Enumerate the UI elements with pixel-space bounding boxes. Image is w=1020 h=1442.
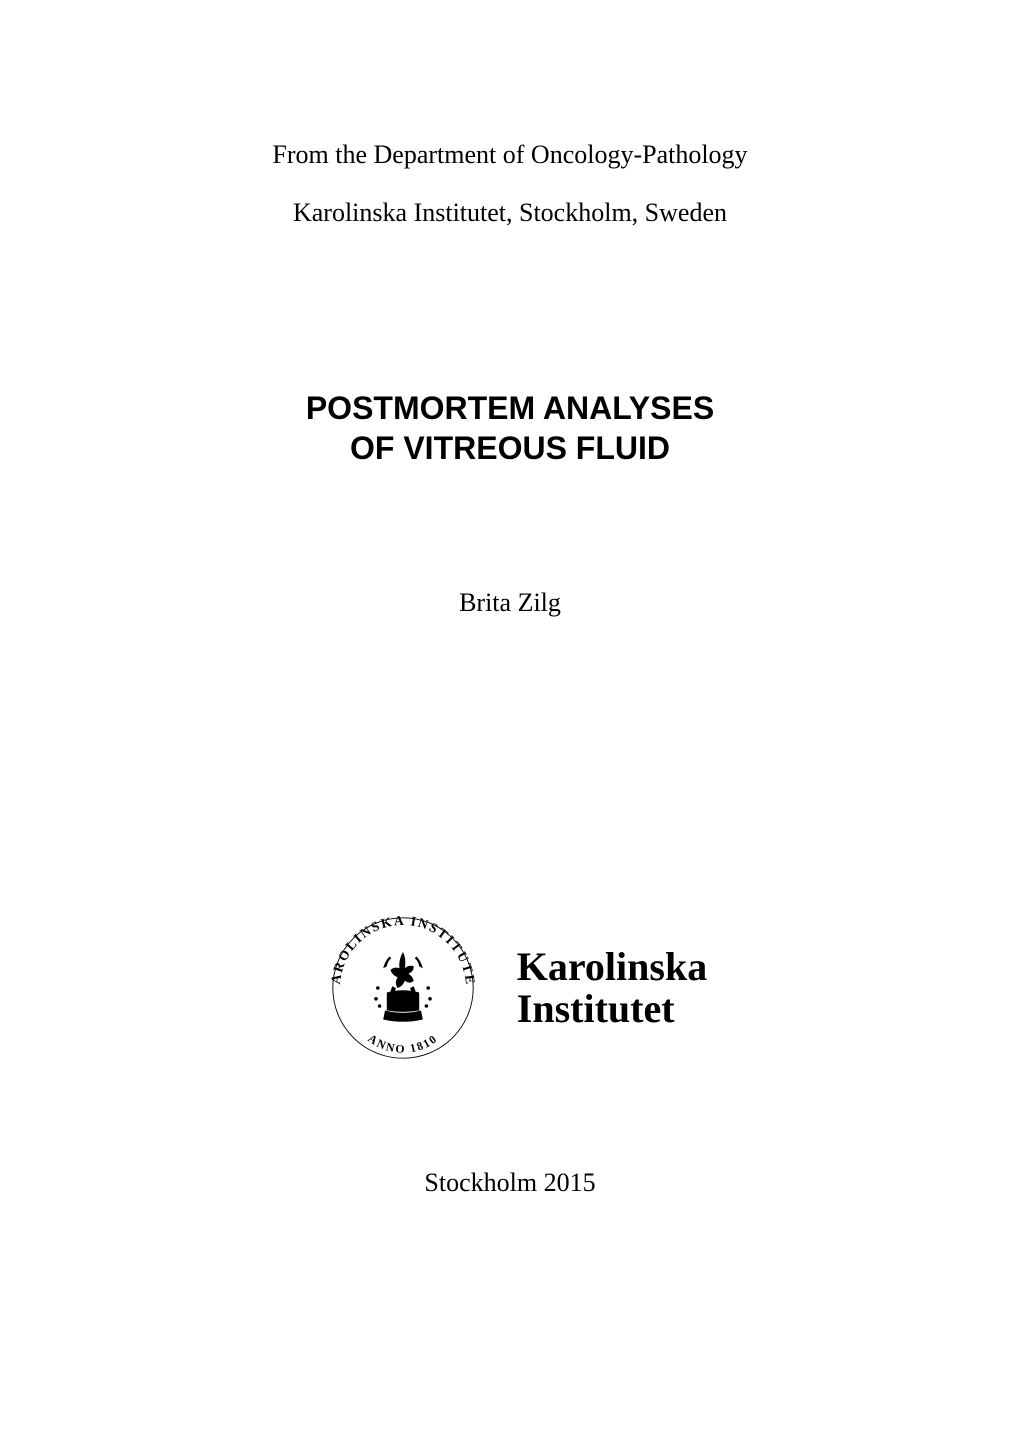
seal-emblem-icon [374, 952, 432, 1022]
thesis-title: POSTMORTEM ANALYSES OF VITREOUS FLUID [306, 388, 714, 468]
institution-line: Karolinska Institutet, Stockholm, Sweden [293, 198, 727, 228]
thesis-title-page: From the Department of Oncology-Patholog… [0, 0, 1020, 1442]
author-name: Brita Zilg [459, 588, 561, 618]
karolinska-seal-icon: KAROLINSKA INSTITUTET ANNO 1810 [313, 898, 493, 1078]
wordmark-line-2: Institutet [517, 988, 707, 1030]
title-line-2: OF VITREOUS FLUID [306, 428, 714, 468]
karolinska-wordmark: Karolinska Institutet [517, 946, 707, 1030]
department-line: From the Department of Oncology-Patholog… [272, 140, 747, 170]
title-line-1: POSTMORTEM ANALYSES [306, 388, 714, 428]
wordmark-line-1: Karolinska [517, 946, 707, 988]
place-year: Stockholm 2015 [424, 1168, 595, 1198]
svg-text:ANNO 1810: ANNO 1810 [365, 1032, 440, 1056]
seal-bottom-text: ANNO 1810 [365, 1032, 440, 1056]
institution-logo: KAROLINSKA INSTITUTET ANNO 1810 [313, 898, 707, 1078]
